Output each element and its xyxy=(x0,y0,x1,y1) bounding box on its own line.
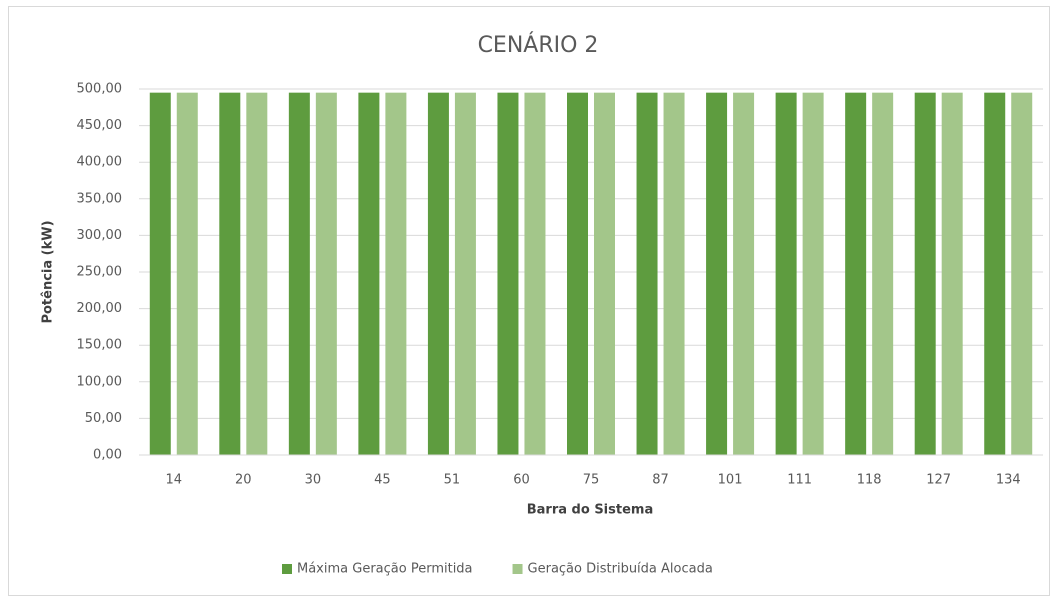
bar xyxy=(775,92,797,455)
x-tick-label: 111 xyxy=(787,473,812,488)
x-tick-label: 118 xyxy=(857,473,882,488)
y-tick-label: 500,00 xyxy=(77,82,123,97)
y-tick-label: 400,00 xyxy=(77,155,123,170)
y-axis-title: Potência (kW) xyxy=(41,220,56,323)
bar xyxy=(454,92,476,455)
y-tick-label: 150,00 xyxy=(77,338,123,353)
bar xyxy=(984,92,1006,455)
bar xyxy=(941,92,963,455)
bar xyxy=(733,92,755,455)
y-tick-label: 100,00 xyxy=(77,374,123,389)
legend-label: Máxima Geração Permitida xyxy=(297,562,473,577)
legend-swatch xyxy=(282,564,292,574)
x-tick-label: 134 xyxy=(996,473,1021,488)
x-tick-label: 75 xyxy=(583,473,600,488)
x-tick-label: 60 xyxy=(513,473,530,488)
bar xyxy=(358,92,380,455)
bar xyxy=(872,92,894,455)
bar xyxy=(176,92,198,455)
bar xyxy=(246,92,268,455)
bar xyxy=(219,92,241,455)
bar xyxy=(594,92,615,455)
y-tick-label: 450,00 xyxy=(77,118,123,133)
y-tick-label: 0,00 xyxy=(93,448,122,463)
x-tick-label: 20 xyxy=(235,473,252,488)
bar xyxy=(288,92,310,455)
bar xyxy=(706,92,728,455)
bar xyxy=(149,92,171,455)
x-axis-title: Barra do Sistema xyxy=(527,503,653,518)
bar xyxy=(636,92,658,455)
x-tick-label: 51 xyxy=(444,473,461,488)
x-tick-label: 101 xyxy=(718,473,743,488)
y-tick-label: 300,00 xyxy=(77,228,123,243)
chart-title: CENÁRIO 2 xyxy=(478,32,599,58)
y-tick-label: 200,00 xyxy=(77,301,123,316)
bar xyxy=(1011,92,1033,455)
bar xyxy=(567,92,588,455)
x-tick-label: 87 xyxy=(652,473,669,488)
bar xyxy=(497,92,519,455)
y-tick-label: 250,00 xyxy=(77,265,123,280)
x-tick-label: 127 xyxy=(926,473,951,488)
legend-label: Geração Distribuída Alocada xyxy=(528,562,713,577)
bar xyxy=(524,92,546,455)
x-tick-label: 45 xyxy=(374,473,391,488)
bar xyxy=(802,92,824,455)
y-tick-label: 350,00 xyxy=(77,191,123,206)
bar xyxy=(385,92,407,455)
bar xyxy=(427,92,449,455)
legend-swatch xyxy=(512,564,523,574)
y-tick-label: 50,00 xyxy=(85,411,122,426)
bar xyxy=(315,92,337,455)
x-tick-label: 14 xyxy=(165,473,182,488)
bar xyxy=(845,92,867,455)
bar xyxy=(914,92,936,455)
bar xyxy=(663,92,685,455)
x-tick-label: 30 xyxy=(305,473,322,488)
